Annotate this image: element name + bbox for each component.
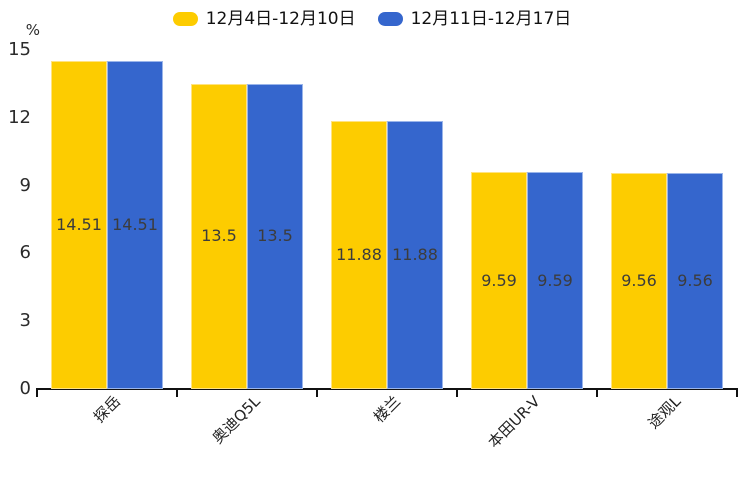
bar-series1-cat3 — [331, 120, 387, 389]
x-axis-category-label: 本田UR-V — [484, 392, 545, 452]
legend-label-week1: 12月4日-12月10日 — [205, 9, 356, 29]
bar-value-label: 9.56 — [621, 270, 657, 290]
y-axis-tick-label: 0 — [19, 378, 31, 399]
bar-value-label: 11.88 — [392, 244, 438, 264]
y-axis-tick-label: 9 — [19, 174, 31, 196]
x-axis-category-label: 探岳 — [90, 392, 125, 427]
bar-series1-cat2 — [191, 83, 247, 389]
bar-value-label: 11.88 — [336, 244, 382, 264]
bar-value-label: 13.5 — [201, 226, 237, 246]
bar-series2-cat2 — [247, 83, 303, 389]
y-axis-tick-label: 6 — [19, 242, 31, 264]
x-axis-tick — [316, 389, 318, 397]
x-axis-tick — [176, 389, 178, 397]
y-axis-tick-label: 15 — [8, 39, 31, 60]
legend-label-week2: 12月11日-12月17日 — [410, 9, 572, 29]
bar-series2-cat5 — [667, 172, 723, 389]
bar-value-label: 13.5 — [257, 226, 293, 246]
legend-item-week2[interactable]: 12月11日-12月17日 — [377, 8, 572, 30]
bar-series2-cat1 — [107, 61, 163, 389]
legend-swatch-week1-icon — [172, 12, 198, 26]
x-axis-category-label: 楼兰 — [370, 392, 405, 427]
bar-series2-cat4 — [527, 172, 583, 389]
x-axis-tick — [456, 389, 458, 397]
bar-value-label: 14.51 — [112, 215, 158, 235]
bar-value-label: 9.59 — [481, 270, 517, 290]
chart-legend: 12月4日-12月10日 12月11日-12月17日 — [0, 8, 744, 30]
y-axis-tick-label: 12 — [8, 106, 31, 128]
legend-item-week1[interactable]: 12月4日-12月10日 — [172, 8, 356, 30]
bar-value-label: 14.51 — [56, 215, 102, 235]
bar-value-label: 9.59 — [537, 270, 573, 290]
x-axis-tick — [736, 389, 738, 397]
y-axis-tick-label: 3 — [19, 310, 31, 332]
x-axis-tick — [36, 389, 38, 397]
bar-value-label: 9.56 — [677, 270, 713, 290]
x-axis-category-label: 奥迪Q5L — [209, 392, 265, 448]
bar-series2-cat3 — [387, 120, 443, 389]
x-axis-tick — [596, 389, 598, 397]
bar-series1-cat4 — [471, 172, 527, 389]
y-axis-unit-label: % — [25, 21, 40, 39]
legend-swatch-week2-icon — [377, 12, 403, 26]
x-axis-line — [36, 388, 738, 390]
x-axis-category-label: 途观L — [644, 392, 685, 433]
bar-series1-cat5 — [611, 172, 667, 389]
bar-series1-cat1 — [51, 61, 107, 389]
